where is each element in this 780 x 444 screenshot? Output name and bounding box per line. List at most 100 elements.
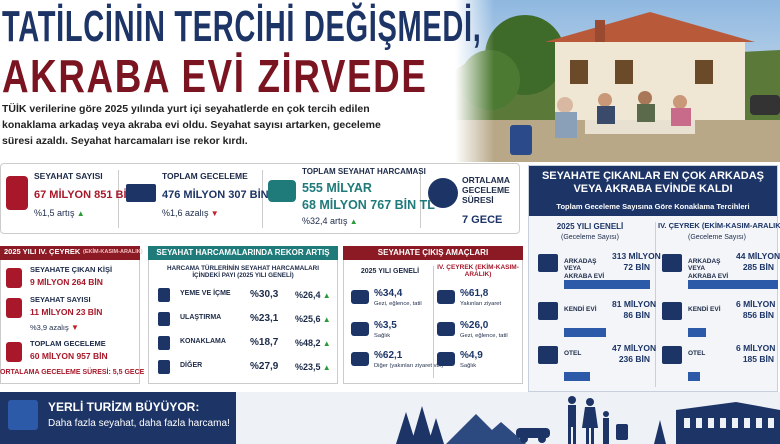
purpose-value: %3,5 xyxy=(374,320,397,331)
icon xyxy=(8,400,38,430)
bar xyxy=(564,372,590,381)
row-value: 6 MİLYON xyxy=(736,299,776,309)
row-change: %23,5 xyxy=(295,362,331,372)
divider xyxy=(118,170,119,228)
panel-title: SEYAHATE ÇIKANLAR EN ÇOK ARKADAŞ VEYA AK… xyxy=(541,170,765,195)
bar xyxy=(688,280,778,289)
row-value: 285 BİN xyxy=(742,262,774,272)
row-value: %27,9 xyxy=(250,361,279,372)
icon xyxy=(126,184,156,202)
panel-header xyxy=(148,246,338,260)
title: AKRABA EVİ ZİRVEDE xyxy=(2,50,428,102)
divider xyxy=(262,170,263,228)
panel-header xyxy=(343,246,523,260)
row-value: 313 MİLYON xyxy=(612,251,661,261)
icon xyxy=(662,346,682,364)
column-title: 2025 YILI GENELİ xyxy=(360,268,420,275)
bar xyxy=(564,280,650,289)
intro: TÜİK verilerine göre 2025 yılında yurt i… xyxy=(2,103,381,147)
panel-footer: ORTALAMA GECELEME SÜRESİ: 5,5 GECE xyxy=(0,369,145,376)
icon xyxy=(351,290,369,304)
column-note: (Geceleme Sayısı) xyxy=(561,234,619,241)
icon xyxy=(428,178,458,208)
icon xyxy=(158,288,170,302)
purpose-label: Yakınları ziyaret xyxy=(460,301,502,307)
purpose-value: %61,8 xyxy=(460,288,489,299)
divider xyxy=(420,170,421,228)
icon xyxy=(538,302,558,320)
row-value: %23,1 xyxy=(250,313,279,324)
icon xyxy=(662,254,682,272)
purpose-label: Diğer (yakınları ziyaret vb.) xyxy=(374,363,444,369)
row-label: ULAŞTIRMA xyxy=(180,314,222,321)
row-label: ARKADAŞ VEYA AKRABA EVİ xyxy=(688,258,729,280)
stats-box xyxy=(0,163,520,234)
icon xyxy=(437,352,455,366)
purpose-label: Gezi, eğlence, tatil xyxy=(460,333,508,339)
icon xyxy=(538,254,558,272)
row-value: 856 BİN xyxy=(742,310,774,320)
stat-change: %32,4 artış xyxy=(302,216,358,226)
item-value: 9 MİLYON 264 BİN xyxy=(30,277,103,287)
row-value: 44 MİLYON xyxy=(736,251,780,261)
row-value: 47 MİLYON xyxy=(612,343,657,353)
purpose-value: %26,0 xyxy=(460,320,489,331)
row-value: 81 MİLYON xyxy=(612,299,657,309)
stat-label: SEYAHAT SAYISI xyxy=(34,171,103,181)
row-label: DİĞER xyxy=(180,362,203,369)
row-change: %25,6 xyxy=(295,314,331,324)
purpose-label: Sağlık xyxy=(374,333,391,339)
row-label: OTEL xyxy=(564,350,582,357)
column-title: IV. ÇEYREK (EKİM-KASIM-ARALIK) xyxy=(437,264,519,279)
row-value: 86 BİN xyxy=(623,310,650,320)
row-value: %18,7 xyxy=(250,337,279,348)
icon xyxy=(6,268,22,288)
purpose-label: Gezi, eğlence, tatil xyxy=(374,301,422,307)
icon xyxy=(268,180,296,202)
icon xyxy=(437,322,455,336)
icon xyxy=(351,352,369,366)
column-note: (Geceleme Sayısı) xyxy=(688,234,746,241)
row-value: 72 BİN xyxy=(623,262,650,272)
icon xyxy=(351,322,369,336)
icon xyxy=(6,176,28,210)
item-change: %3,9 azalış xyxy=(30,323,79,333)
column-title: IV. ÇEYREK (EKİM-KASIM-ARALIK) xyxy=(658,221,780,230)
row-label: OTEL xyxy=(688,350,706,357)
skyline xyxy=(236,392,780,444)
footer-band xyxy=(0,392,236,444)
icon xyxy=(538,346,558,364)
stat-value: 68 MİLYON 767 BİN TL xyxy=(302,198,435,212)
panel-subtitle: HARCAMA TÜRLERİNİN SEYAHAT HARCAMALARI İ… xyxy=(167,265,319,280)
item-label: SEYAHATE ÇIKAN KİŞİ xyxy=(30,265,113,274)
bar xyxy=(564,328,606,337)
stat-label: TOPLAM SEYAHAT HARCAMASI xyxy=(302,167,426,176)
row-change: %48,2 xyxy=(295,338,331,348)
stat-label: TOPLAM GECELEME xyxy=(162,171,248,181)
panel-subtitle: Toplam Geceleme Sayısına Göre Konaklama … xyxy=(556,202,750,211)
purpose-value: %34,4 xyxy=(374,288,403,299)
purpose-value: %4,9 xyxy=(460,350,483,361)
icon xyxy=(158,360,170,374)
bar xyxy=(688,328,706,337)
row-label: KONAKLAMA xyxy=(180,338,226,345)
stat-change: %1,6 azalış xyxy=(162,208,219,218)
icon xyxy=(6,298,22,318)
row-label: ARKADAŞ VEYA AKRABA EVİ xyxy=(564,258,605,280)
row-value: %30,3 xyxy=(250,289,279,300)
divider xyxy=(433,266,434,378)
panel-title: SEYAHAT HARCAMALARINDA REKOR ARTIŞ xyxy=(156,248,330,257)
stat-value: 476 MİLYON 307 BİN xyxy=(162,189,269,201)
row-value: 185 BİN xyxy=(742,354,774,364)
icon xyxy=(437,290,455,304)
item-value: 60 MİLYON 957 BİN xyxy=(30,351,108,361)
title: TATİLCİNİN TERCİHİ DEĞİŞMEDİ, xyxy=(2,2,482,51)
purpose-label: Sağlık xyxy=(460,363,477,369)
item-label: TOPLAM GECELEME xyxy=(30,339,106,348)
stat-value: 67 MİLYON 851 BİN xyxy=(34,189,135,201)
panel-header xyxy=(529,166,777,216)
panel-title: SEYAHATE ÇIKIŞ AMAÇLARI xyxy=(377,248,489,257)
panel-note: (EKİM-KASIM-ARALIK) xyxy=(83,249,143,255)
